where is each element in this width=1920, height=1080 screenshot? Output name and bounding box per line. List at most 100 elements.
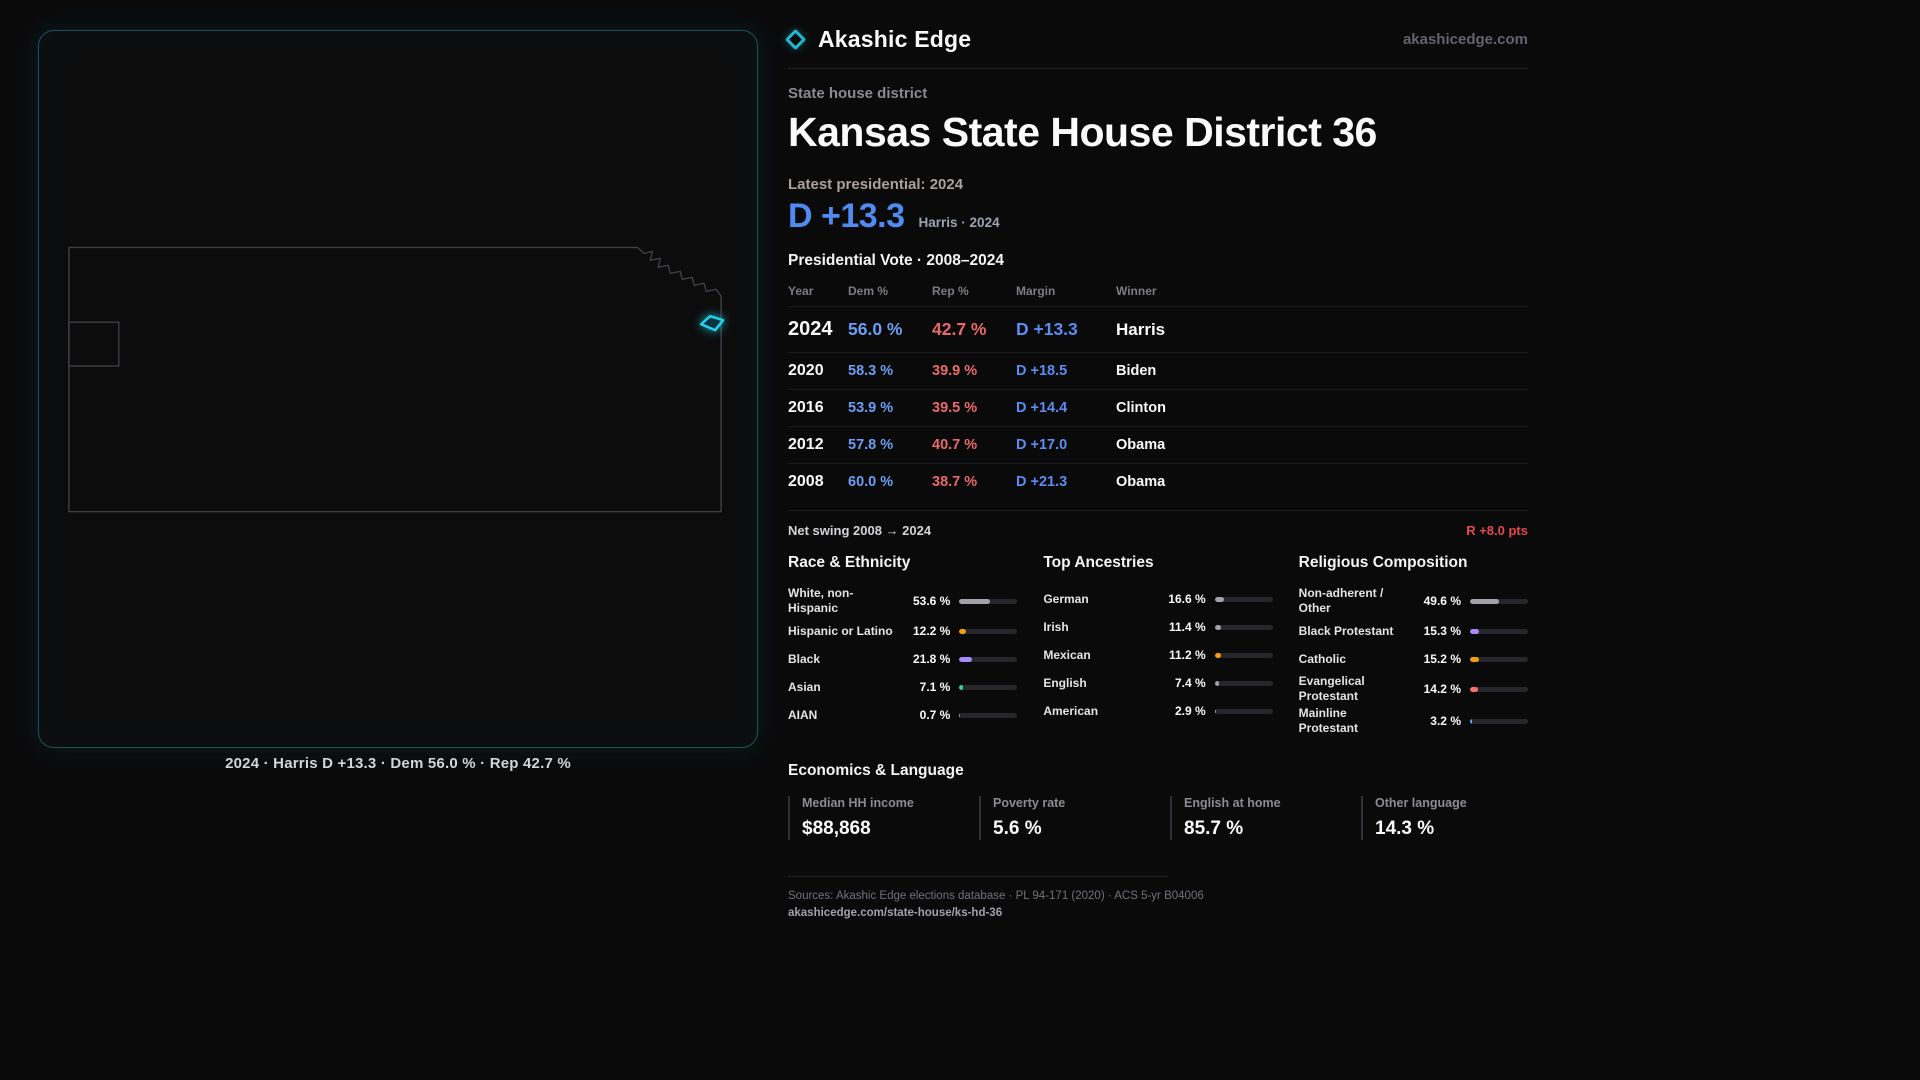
- brand-name: Akashic Edge: [818, 26, 972, 52]
- demo-bar: [1214, 596, 1273, 602]
- row-rep-pct: 38.7 %: [932, 474, 978, 490]
- kansas-outline: [68, 246, 722, 513]
- demo-value: 0.7 %: [919, 708, 951, 722]
- table-row: 2008 60.0 % 38.7 % D +21.3 Obama: [788, 463, 1528, 500]
- brand-site-link[interactable]: akashicedge.com: [1402, 31, 1528, 48]
- demo-value: 7.1 %: [919, 680, 951, 694]
- list-item: Non-adherent / Other 49.6 %: [1299, 586, 1528, 616]
- demo-value: 15.3 %: [1423, 624, 1461, 638]
- stat-poverty-rate: Poverty rate 5.6 %: [979, 796, 1146, 840]
- list-item: White, non-Hispanic 53.6 %: [788, 586, 1018, 616]
- demo-bar: [1469, 718, 1528, 724]
- district-36-marker[interactable]: [699, 314, 725, 332]
- demo-label: American: [1043, 703, 1099, 718]
- demo-label: Black: [788, 651, 821, 666]
- district-kicker: State house district: [788, 85, 928, 102]
- list-item: AIAN 0.7 %: [788, 702, 1018, 728]
- row-year: 2008: [788, 473, 824, 490]
- demo-bar: [1214, 652, 1273, 658]
- demo-label: English: [1043, 675, 1087, 690]
- demographics-section: Race & Ethnicity White, non-Hispanic 53.…: [788, 554, 1528, 738]
- table-row: 2020 58.3 % 39.9 % D +18.5 Biden: [788, 352, 1528, 389]
- district-report: Akashic Edge akashicedge.com State house…: [784, 26, 1528, 919]
- stat-value: 5.6 %: [993, 818, 1042, 839]
- demo-label: Mexican: [1043, 647, 1091, 662]
- page-title: Kansas State House District 36: [788, 109, 1377, 155]
- list-item: Catholic 15.2 %: [1299, 646, 1528, 672]
- economics-title: Economics & Language: [788, 762, 964, 779]
- demo-bar: [959, 628, 1018, 634]
- stat-label: Median HH income: [802, 796, 914, 810]
- demo-bar: [1469, 656, 1528, 662]
- demo-value: 2.9 %: [1174, 704, 1206, 718]
- permalink-link[interactable]: akashicedge.com/state-house/ks-hd-36: [788, 907, 1003, 919]
- demo-value: 14.2 %: [1423, 682, 1461, 696]
- row-dem-pct: 56.0 %: [848, 319, 903, 339]
- demo-label: Black Protestant: [1298, 623, 1394, 638]
- row-winner: Obama: [1116, 474, 1166, 490]
- brand-diamond-icon: [784, 28, 807, 51]
- demo-value: 11.4 %: [1168, 620, 1206, 634]
- vote-table-title: Presidential Vote · 2008–2024: [788, 252, 1004, 269]
- demo-value: 3.2 %: [1430, 714, 1461, 728]
- row-margin: D +17.0: [1016, 437, 1068, 453]
- row-dem-pct: 58.3 %: [848, 363, 894, 379]
- latest-presidential-label: Latest presidential: 2024: [788, 176, 964, 193]
- row-winner: Obama: [1116, 437, 1166, 453]
- row-winner: Biden: [1116, 363, 1157, 379]
- demo-label: Hispanic or Latino: [788, 623, 893, 638]
- religion-column: Religious Composition Non-adherent / Oth…: [1299, 554, 1528, 738]
- demo-bar: [959, 598, 1018, 604]
- row-rep-pct: 42.7 %: [932, 319, 987, 339]
- list-item: American 2.9 %: [1043, 698, 1273, 724]
- demo-value: 7.4 %: [1174, 676, 1206, 690]
- col-rep: Rep %: [932, 284, 969, 298]
- row-winner: Clinton: [1116, 400, 1166, 416]
- list-item: Irish 11.4 %: [1043, 614, 1273, 640]
- section-title: Top Ancestries: [1043, 554, 1154, 571]
- row-margin: D +21.3: [1016, 474, 1068, 490]
- row-winner: Harris: [1116, 319, 1166, 339]
- presidential-vote-table: Year Dem % Rep % Margin Winner 2024 56.0…: [788, 280, 1528, 500]
- sources-note: Sources: Akashic Edge elections database…: [788, 890, 1204, 902]
- list-item: Black Protestant 15.3 %: [1299, 618, 1528, 644]
- district-map-panel: [38, 30, 758, 748]
- demo-label: Non-adherent / Other: [1298, 586, 1384, 615]
- economics-stats: Median HH income $88,868 Poverty rate 5.…: [788, 796, 1528, 840]
- net-swing-row: Net swing 2008 → 2024 R +8.0 pts: [788, 510, 1528, 538]
- demo-bar: [959, 656, 1018, 662]
- demo-bar: [1214, 680, 1273, 686]
- demo-value: 16.6 %: [1168, 592, 1206, 606]
- row-year: 2024: [788, 318, 833, 340]
- col-year: Year: [788, 284, 814, 298]
- row-margin: D +13.3: [1016, 319, 1078, 339]
- map-inset-box: [68, 321, 120, 367]
- section-title: Race & Ethnicity: [788, 554, 911, 571]
- demo-bar: [1214, 624, 1273, 630]
- demo-bar: [959, 684, 1018, 690]
- row-year: 2020: [788, 362, 824, 379]
- list-item: German 16.6 %: [1043, 586, 1273, 612]
- demo-value: 11.2 %: [1168, 648, 1206, 662]
- demo-bar: [1214, 708, 1273, 714]
- row-year: 2016: [788, 399, 824, 416]
- list-item: Asian 7.1 %: [788, 674, 1018, 700]
- row-dem-pct: 60.0 %: [848, 474, 894, 490]
- row-dem-pct: 53.9 %: [848, 400, 894, 416]
- list-item: Mainline Protestant 3.2 %: [1299, 706, 1528, 736]
- stat-label: Poverty rate: [993, 796, 1066, 810]
- stat-value: 14.3 %: [1375, 818, 1435, 839]
- list-item: Hispanic or Latino 12.2 %: [788, 618, 1018, 644]
- col-dem: Dem %: [848, 284, 889, 298]
- footer-divider: [788, 876, 1168, 877]
- stat-value: 85.7 %: [1184, 818, 1244, 839]
- headline-margin-block: D +13.3 Harris · 2024: [788, 197, 1528, 236]
- list-item: Black 21.8 %: [788, 646, 1018, 672]
- demo-bar: [1469, 628, 1528, 634]
- table-row: 2012 57.8 % 40.7 % D +17.0 Obama: [788, 426, 1528, 463]
- stat-label: Other language: [1375, 796, 1467, 810]
- row-margin: D +18.5: [1016, 363, 1068, 379]
- demo-label: Mainline Protestant: [1298, 706, 1358, 735]
- row-margin: D +14.4: [1016, 400, 1068, 416]
- demo-label: Evangelical Protestant: [1298, 674, 1365, 703]
